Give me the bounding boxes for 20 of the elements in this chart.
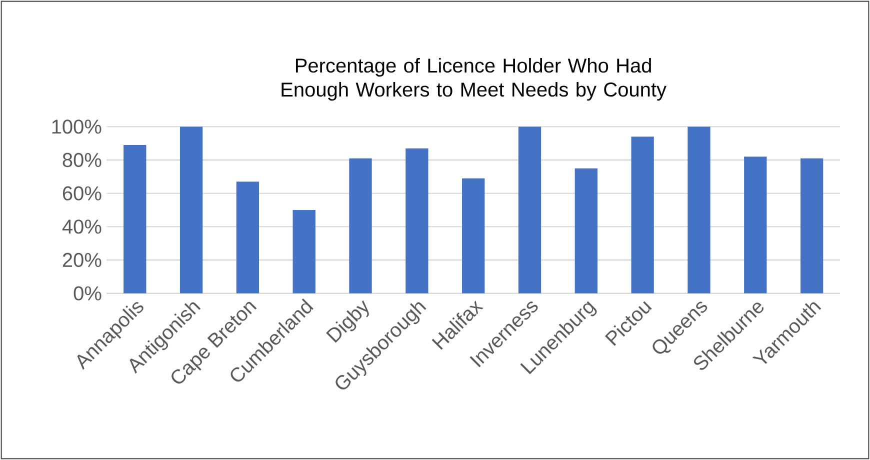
- bar: [574, 168, 598, 294]
- bar: [180, 126, 203, 294]
- y-tick-label: 40%: [62, 220, 102, 234]
- y-tick-label: 0%: [74, 286, 102, 300]
- bar: [349, 158, 372, 294]
- y-tick-label: 20%: [62, 252, 102, 268]
- y-tick-label: 100%: [52, 120, 102, 134]
- bar: [744, 156, 767, 294]
- chart-title: Percentage of Licence Holder Who Had Enough Workers to Meet Needs by County: [282, 58, 666, 101]
- bar: [800, 158, 824, 294]
- bar: [236, 182, 260, 294]
- y-tick-label: 80%: [62, 152, 102, 168]
- bar: [462, 178, 485, 294]
- y-tick-label: 60%: [62, 186, 102, 200]
- bar: [406, 148, 428, 294]
- bar: [688, 126, 710, 294]
- bar: [518, 126, 542, 294]
- bar: [631, 136, 654, 294]
- bar: [292, 210, 316, 294]
- bar: [124, 144, 146, 294]
